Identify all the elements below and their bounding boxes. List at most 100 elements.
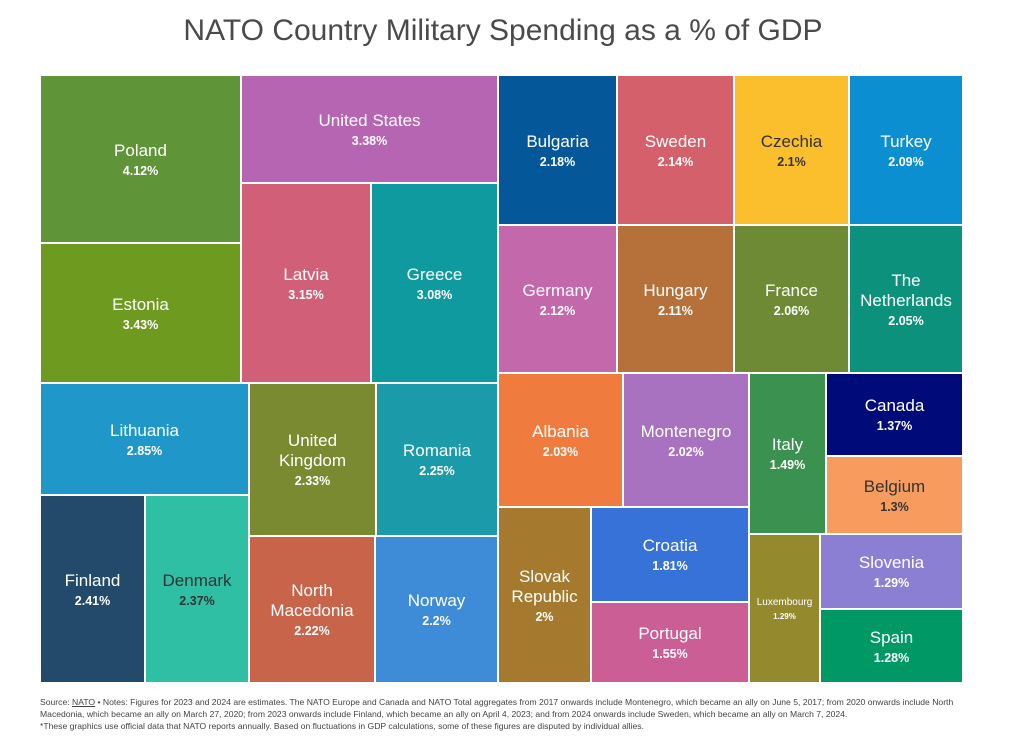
notes-text: • Notes: Figures for 2023 and 2024 are e…	[40, 697, 954, 719]
tile-name: North Macedonia	[270, 581, 354, 620]
tile-value: 1.29%	[773, 611, 796, 621]
tile-bulgaria: Bulgaria 2.18%	[498, 75, 617, 225]
tile-value: 2.05%	[888, 313, 924, 328]
tile-name: Germany	[522, 280, 593, 300]
tile-name: Slovenia	[858, 553, 925, 572]
tile-name: Albania	[532, 421, 589, 441]
tile-romania: Romania 2.25%	[376, 383, 498, 536]
tile-name: Turkey	[880, 131, 932, 151]
tile-value: 1.3%	[880, 499, 909, 514]
tile-belgium: Belgium 1.3%	[826, 456, 963, 534]
source-link[interactable]: NATO	[72, 697, 96, 707]
tile-name: Slovak Republic	[511, 566, 578, 606]
tile-value: 4.12%	[122, 163, 159, 178]
tile-name: Portugal	[638, 624, 702, 643]
tile-value: 2.37%	[179, 593, 215, 608]
tile-value: 2.06%	[773, 303, 810, 318]
tile-name: Belgium	[863, 476, 926, 496]
tile-name: United States	[318, 110, 421, 130]
tile-name: Finland	[64, 570, 121, 590]
tile-value: 2.09%	[888, 154, 924, 169]
tile-luxembourg: Luxembourg 1.29%	[749, 534, 820, 683]
tile-value: 2.18%	[539, 154, 576, 169]
tile-spain: Spain 1.28%	[820, 609, 963, 683]
tile-name: Sweden	[644, 131, 707, 151]
tile-denmark: Denmark 2.37%	[145, 495, 249, 683]
tile-latvia: Latvia 3.15%	[241, 183, 371, 383]
tile-name: Czechia	[760, 131, 823, 151]
tile-value: 3.08%	[416, 287, 453, 302]
tile-value: 2%	[535, 609, 554, 624]
tile-value: 2.14%	[657, 154, 694, 169]
tile-value: 3.38%	[351, 133, 388, 148]
tile-name: Hungary	[643, 280, 708, 300]
tile-montenegro: Montenegro 2.02%	[623, 373, 749, 507]
tile-value: 1.29%	[873, 576, 910, 590]
tile-turkey: Turkey 2.09%	[849, 75, 963, 225]
tile-name: France	[765, 280, 818, 300]
tile-value: 2.11%	[658, 303, 693, 318]
tile-name: United Kingdom	[278, 431, 347, 470]
tile-value: 1.81%	[652, 559, 688, 573]
tile-name: Croatia	[642, 536, 698, 555]
tile-name: Bulgaria	[526, 131, 589, 151]
tile-name: Romania	[402, 441, 472, 460]
tile-united-kingdom: United Kingdom 2.33%	[249, 383, 376, 536]
tile-slovak-republic: Slovak Republic 2%	[498, 507, 591, 683]
tile-name: Estonia	[112, 294, 169, 314]
tile-czechia: Czechia 2.1%	[734, 75, 849, 225]
tile-albania: Albania 2.03%	[498, 373, 623, 507]
tile-value: 2.85%	[126, 443, 163, 458]
tile-value: 1.55%	[652, 647, 688, 661]
tile-value: 3.15%	[288, 287, 324, 302]
tile-value: 3.43%	[122, 317, 159, 332]
tile-name: Luxembourg	[756, 596, 813, 608]
tile-greece: Greece 3.08%	[371, 183, 498, 383]
tile-sweden: Sweden 2.14%	[617, 75, 734, 225]
tile-value: 2.2%	[422, 614, 451, 628]
tile-name: Denmark	[162, 570, 232, 590]
tile-estonia: Estonia 3.43%	[40, 243, 241, 383]
tile-the-netherlands: The Netherlands 2.05%	[849, 225, 963, 373]
tile-slovenia: Slovenia 1.29%	[820, 534, 963, 609]
tile-croatia: Croatia 1.81%	[591, 507, 749, 602]
tile-name: Norway	[407, 591, 466, 610]
tile-germany: Germany 2.12%	[498, 225, 617, 373]
tile-portugal: Portugal 1.55%	[591, 602, 749, 683]
footnote: Source: NATO • Notes: Figures for 2023 a…	[40, 696, 970, 732]
tile-name: Canada	[864, 396, 925, 415]
tile-norway: Norway 2.2%	[375, 536, 498, 683]
tile-name: Italy	[771, 435, 804, 454]
tile-value: 2.03%	[542, 444, 579, 459]
tile-north-macedonia: North Macedonia 2.22%	[249, 536, 375, 683]
tile-hungary: Hungary 2.11%	[617, 225, 734, 373]
tile-name: Poland	[114, 140, 167, 160]
tile-canada: Canada 1.37%	[826, 373, 963, 456]
tile-name: Lithuania	[109, 420, 179, 440]
tile-name: Montenegro	[640, 421, 732, 441]
tile-value: 2.33%	[294, 474, 331, 488]
tile-value: 1.28%	[873, 650, 910, 665]
tile-value: 1.49%	[769, 458, 806, 472]
tile-name: Spain	[869, 627, 914, 647]
tile-united-states: United States 3.38%	[241, 75, 498, 183]
tile-value: 2.1%	[777, 154, 806, 169]
tile-value: 2.12%	[539, 303, 576, 318]
tile-value: 2.25%	[419, 464, 455, 478]
tile-name: Latvia	[283, 264, 329, 284]
tile-value: 1.37%	[876, 419, 913, 433]
tile-value: 2.02%	[668, 444, 704, 459]
tile-finland: Finland 2.41%	[40, 495, 145, 683]
tile-france: France 2.06%	[734, 225, 849, 373]
tile-italy: Italy 1.49%	[749, 373, 826, 534]
tile-poland: Poland 4.12%	[40, 75, 241, 243]
tile-name: The Netherlands	[860, 270, 952, 310]
source-prefix: Source:	[40, 697, 73, 707]
tile-value: 2.41%	[74, 593, 111, 608]
tile-lithuania: Lithuania 2.85%	[40, 383, 249, 495]
disclaimer-text: *These graphics use official data that N…	[40, 721, 644, 731]
tile-name: Greece	[406, 264, 463, 284]
tile-value: 2.22%	[294, 624, 330, 638]
